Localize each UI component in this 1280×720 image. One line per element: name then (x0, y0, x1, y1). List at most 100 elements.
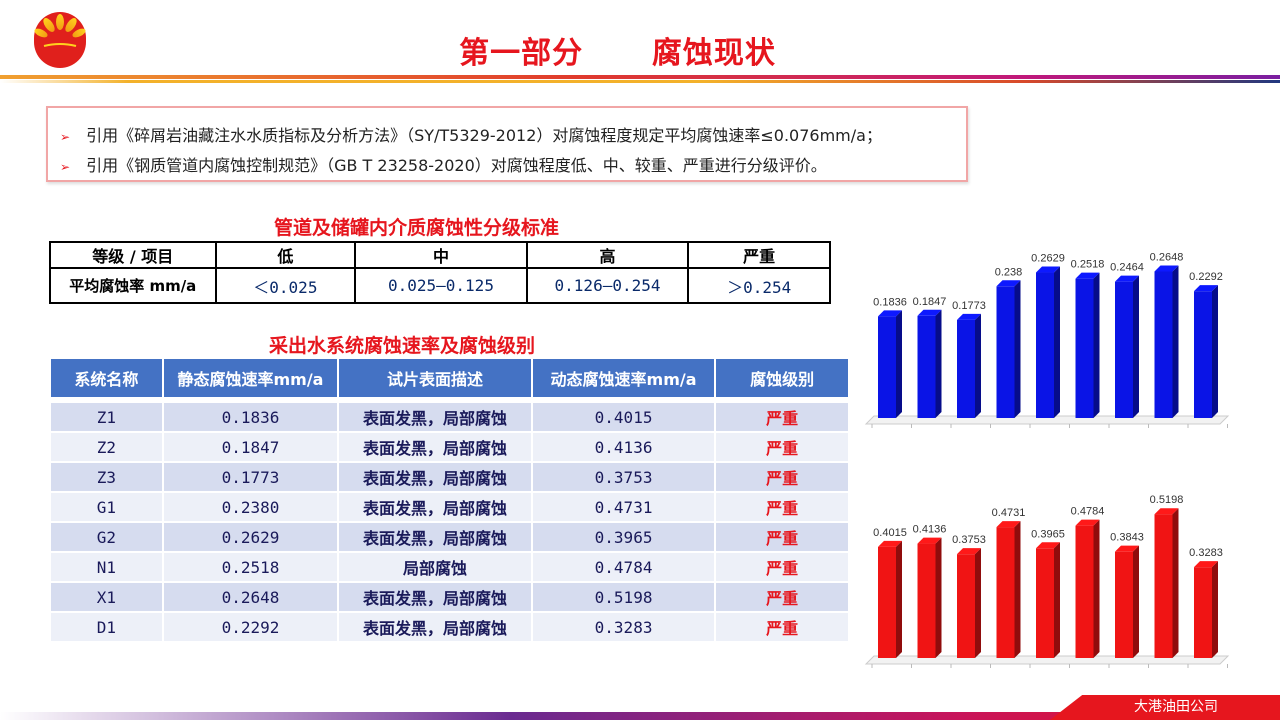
static-corrosion-chart-svg: 0.1836 0.1847 0.1773 0.238 0.2629 0.2518 0.246… (864, 251, 1230, 428)
chart-bar: 0.2518 (1071, 259, 1104, 418)
corrosion-level-cell: 严重 (714, 491, 850, 523)
chart-bar: 0.3753 (952, 534, 986, 658)
dynamic-rate-cell: 0.3965 (530, 521, 717, 553)
table-row: G1 0.2380 表面发黑，局部腐蚀 0.4731 严重 (49, 491, 850, 523)
chart-bar: 0.1847 (913, 296, 947, 418)
static-rate-cell: 0.2518 (161, 551, 340, 583)
table-row: Z3 0.1773 表面发黑，局部腐蚀 0.3753 严重 (49, 461, 850, 493)
surface-description-cell: 表面发黑，局部腐蚀 (337, 461, 533, 493)
chart-bar: 0.3283 (1189, 547, 1223, 658)
table-cell: ＜0.025 (214, 267, 357, 304)
static-rate-cell: 0.1836 (161, 401, 340, 433)
bar-value-label: 0.2464 (1110, 262, 1144, 274)
bar-value-label: 0.2629 (1031, 253, 1065, 265)
chart-bar: 0.3965 (1031, 528, 1065, 658)
dynamic-rate-cell: 0.5198 (530, 581, 717, 613)
corrosion-grade-standard-table: 等级 / 项目 低 中 高 严重 平均腐蚀率 mm/a ＜0.025 0.025… (49, 241, 831, 304)
surface-description-cell: 局部腐蚀 (337, 551, 533, 583)
bar-value-label: 0.2292 (1189, 271, 1223, 283)
reference-notes-box: ➢ 引用《碎屑岩油藏注水水质指标及分析方法》（SY/T5329-2012）对腐蚀程… (46, 106, 968, 182)
note-text: 引用《碎屑岩油藏注水水质指标及分析方法》（SY/T5329-2012）对腐蚀程度… (86, 126, 882, 145)
bar-value-label: 0.4784 (1071, 506, 1105, 518)
corrosion-level-cell: 严重 (714, 461, 850, 493)
company-name: 大港油田公司 (1050, 695, 1280, 720)
table-header-cell: 中 (354, 241, 528, 269)
corrosion-level-cell: 严重 (714, 581, 850, 613)
chart-bar: 0.2629 (1031, 253, 1065, 418)
chart-bar: 0.2648 (1150, 251, 1183, 418)
system-name-cell: G2 (49, 521, 164, 553)
bar-value-label: 0.1773 (952, 300, 986, 312)
corrosion-level-cell: 严重 (714, 551, 850, 583)
bar-value-label: 0.3965 (1031, 528, 1065, 540)
arrow-bullet-icon: ➢ (60, 160, 71, 174)
chart-bar: 0.1836 (873, 296, 907, 418)
table-header-cell: 严重 (687, 241, 831, 269)
bar-value-label: 0.5198 (1150, 494, 1184, 506)
dynamic-corrosion-bar-chart: 0.4015 0.4136 0.3753 0.4731 0.3965 0.4784 0.38… (860, 462, 1240, 672)
table-header-cell: 试片表面描述 (337, 357, 533, 399)
bar-value-label: 0.4731 (992, 507, 1026, 519)
chart-bar: 0.2464 (1110, 262, 1144, 418)
table-header-cell: 低 (214, 241, 357, 269)
dynamic-rate-cell: 0.4015 (530, 401, 717, 433)
chart-floor (864, 415, 1230, 425)
chart-bar: 0.4015 (873, 527, 907, 658)
static-rate-cell: 0.2380 (161, 491, 340, 523)
table-header-cell: 腐蚀级别 (714, 357, 850, 399)
system-name-cell: G1 (49, 491, 164, 523)
company-logo (30, 12, 90, 68)
dynamic-rate-cell: 0.4731 (530, 491, 717, 523)
corrosion-level-cell: 严重 (714, 431, 850, 463)
table-header-cell: 等级 / 项目 (49, 241, 217, 269)
bar-value-label: 0.1847 (913, 296, 947, 308)
table-cell: 0.126—0.254 (525, 267, 690, 304)
system-name-cell: N1 (49, 551, 164, 583)
dynamic-rate-cell: 0.3753 (530, 461, 717, 493)
static-rate-cell: 0.2648 (161, 581, 340, 613)
surface-description-cell: 表面发黑，局部腐蚀 (337, 401, 533, 433)
system-name-cell: X1 (49, 581, 164, 613)
note-item: ➢ 引用《碎屑岩油藏注水水质指标及分析方法》（SY/T5329-2012）对腐蚀程… (60, 122, 882, 146)
table-header-cell: 高 (525, 241, 690, 269)
corrosion-level-cell: 严重 (714, 521, 850, 553)
bar-value-label: 0.4136 (913, 524, 947, 536)
footer-band (0, 712, 1280, 720)
chart-bar: 0.4136 (913, 524, 947, 658)
dynamic-rate-cell: 0.4136 (530, 431, 717, 463)
table-row: Z1 0.1836 表面发黑，局部腐蚀 0.4015 严重 (49, 401, 850, 433)
chart-floor (864, 655, 1230, 665)
note-text: 引用《钢质管道内腐蚀控制规范》（GB T 23258-2020）对腐蚀程度低、中… (86, 156, 827, 175)
dynamic-rate-cell: 0.3283 (530, 611, 717, 643)
chart-bar: 0.238 (995, 266, 1022, 418)
surface-description-cell: 表面发黑，局部腐蚀 (337, 521, 533, 553)
table-row: X1 0.2648 表面发黑，局部腐蚀 0.5198 严重 (49, 581, 850, 613)
static-rate-cell: 0.2629 (161, 521, 340, 553)
system-name-cell: Z3 (49, 461, 164, 493)
dynamic-rate-cell: 0.4784 (530, 551, 717, 583)
static-rate-cell: 0.1773 (161, 461, 340, 493)
header-divider (0, 75, 1280, 79)
system-table-caption: 采出水系统腐蚀速率及腐蚀级别 (269, 335, 536, 357)
static-corrosion-bar-chart: 0.1836 0.1847 0.1773 0.238 0.2629 0.2518 0.246… (860, 222, 1240, 432)
surface-description-cell: 表面发黑，局部腐蚀 (337, 581, 533, 613)
corrosion-level-cell: 严重 (714, 401, 850, 433)
bar-value-label: 0.3843 (1110, 532, 1144, 544)
system-name-cell: Z1 (49, 401, 164, 433)
note-item: ➢ 引用《钢质管道内腐蚀控制规范》（GB T 23258-2020）对腐蚀程度低、… (60, 152, 827, 176)
table-header-cell: 动态腐蚀速率mm/a (530, 357, 717, 399)
bar-value-label: 0.3283 (1189, 547, 1223, 559)
static-rate-cell: 0.1847 (161, 431, 340, 463)
table-header-cell: 静态腐蚀速率mm/a (161, 357, 340, 399)
static-rate-cell: 0.2292 (161, 611, 340, 643)
dynamic-corrosion-chart-svg: 0.4015 0.4136 0.3753 0.4731 0.3965 0.4784 0.38… (864, 494, 1230, 668)
chart-bar: 0.4731 (992, 507, 1026, 658)
header-divider-secondary (0, 80, 1280, 83)
table-row: D1 0.2292 表面发黑，局部腐蚀 0.3283 严重 (49, 611, 850, 643)
system-name-cell: D1 (49, 611, 164, 643)
table-row-header: 平均腐蚀率 mm/a (49, 267, 217, 304)
chart-bar: 0.2292 (1189, 271, 1223, 418)
system-name-cell: Z2 (49, 431, 164, 463)
chart-bar: 0.1773 (952, 300, 986, 418)
table-cell: ＞0.254 (687, 267, 831, 304)
